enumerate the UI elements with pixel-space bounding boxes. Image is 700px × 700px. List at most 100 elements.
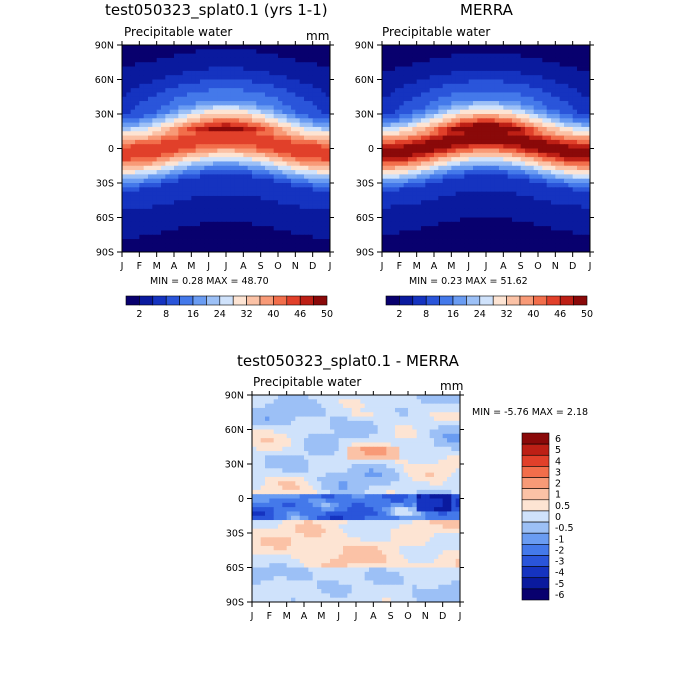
field-cell (477, 70, 483, 76)
field-cell (269, 165, 275, 171)
field-cell (442, 399, 448, 405)
field-cell (291, 174, 296, 180)
field-cell (278, 75, 283, 80)
field-cell (174, 165, 179, 171)
field-cell (135, 208, 140, 214)
field-cell (386, 230, 392, 236)
field-cell (555, 70, 561, 76)
field-cell (559, 213, 565, 218)
field-cell (412, 135, 418, 141)
field-cell (265, 83, 270, 89)
field-cell (486, 161, 491, 167)
field-cell (377, 403, 383, 409)
field-cell (165, 183, 171, 188)
field-cell (295, 118, 301, 124)
field-cell (278, 105, 283, 111)
field-cell (559, 139, 565, 145)
field-cell (291, 45, 296, 50)
field-cell (564, 109, 569, 115)
field-cell (538, 226, 543, 231)
field-cell (490, 148, 496, 154)
field-cell (451, 403, 457, 409)
field-cell (438, 96, 444, 102)
field-cell (512, 217, 517, 223)
field-cell (382, 105, 387, 111)
field-cell (581, 161, 587, 167)
field-cell (564, 161, 569, 167)
field-cell (295, 79, 301, 85)
field-cell (585, 131, 591, 136)
field-cell (412, 49, 418, 55)
field-cell (217, 105, 223, 111)
field-cell (187, 243, 192, 249)
field-cell (438, 131, 444, 136)
field-cell (273, 165, 279, 171)
field-cell (273, 109, 279, 115)
field-cell (156, 239, 162, 244)
field-cell (295, 247, 301, 253)
field-cell (546, 187, 552, 193)
field-cell (581, 234, 587, 240)
field-cell (481, 226, 487, 231)
field-cell (139, 191, 145, 197)
field-cell (520, 183, 526, 188)
field-cell (581, 204, 587, 210)
field-cell (373, 395, 379, 400)
field-cell (148, 157, 153, 162)
field-cell (386, 135, 392, 141)
field-cell (455, 165, 461, 171)
field-cell (425, 157, 431, 162)
field-cell (507, 174, 513, 180)
field-cell (243, 239, 249, 244)
field-cell (256, 208, 262, 214)
field-cell (143, 57, 149, 63)
field-cell (395, 230, 400, 236)
field-cell (234, 208, 240, 214)
field-cell (165, 53, 171, 59)
field-cell (269, 239, 275, 244)
field-cell (581, 170, 587, 175)
field-cell (577, 187, 582, 193)
field-cell (148, 243, 153, 249)
field-cell (399, 148, 405, 154)
field-cell (269, 204, 275, 210)
field-cell (447, 407, 452, 413)
field-cell (577, 178, 582, 184)
field-cell (299, 204, 305, 210)
field-cell (165, 226, 171, 231)
field-cell (546, 45, 552, 50)
field-cell (321, 204, 327, 210)
field-cell (243, 195, 249, 201)
field-cell (208, 234, 214, 240)
field-cell (408, 195, 413, 201)
field-cell (169, 75, 175, 80)
field-cell (395, 226, 400, 231)
field-cell (182, 217, 188, 223)
field-cell (243, 183, 249, 188)
field-cell (156, 148, 162, 154)
field-cell (213, 208, 218, 214)
field-cell (486, 131, 491, 136)
field-cell (403, 62, 409, 67)
field-cell (282, 88, 288, 93)
field-cell (299, 230, 305, 236)
field-cell (191, 88, 197, 93)
field-cell (486, 45, 491, 50)
field-cell (247, 109, 253, 115)
field-cell (256, 83, 262, 89)
field-cell (395, 213, 400, 218)
field-cell (373, 399, 379, 405)
field-cell (585, 101, 591, 106)
field-cell (386, 148, 392, 154)
field-cell (174, 139, 179, 145)
field-cell (321, 92, 327, 98)
field-cell (195, 66, 201, 72)
field-cell (234, 174, 240, 180)
field-cell (256, 79, 262, 85)
field-cell (421, 70, 426, 76)
field-cell (408, 152, 413, 158)
field-cell (533, 126, 539, 132)
field-cell (412, 118, 418, 124)
field-cell (195, 62, 201, 67)
